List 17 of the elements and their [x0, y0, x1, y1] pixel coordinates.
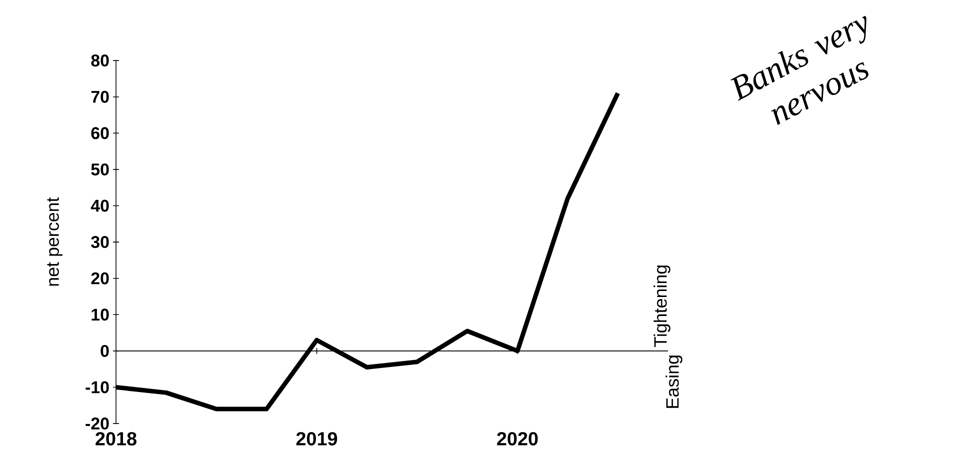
y-tick-label: 10 [92, 308, 109, 321]
annotation: Tightening [654, 266, 670, 348]
y-axis-title: net percent [47, 198, 62, 286]
y-tick-label: 60 [91, 127, 109, 140]
y-tick-label: 50 [91, 164, 109, 176]
y-tick-label: 20 [91, 272, 109, 285]
x-tick-label: 2018 [96, 432, 136, 446]
y-tick-label: 0 [100, 345, 109, 358]
y-tick-label: 70 [91, 91, 109, 104]
y-tick-label: 80 [91, 54, 109, 67]
y-tick-label: -20 [86, 418, 109, 430]
y-tick-label: 30 [91, 236, 109, 248]
annotation: Easing [666, 356, 682, 408]
y-tick-label: -10 [86, 381, 109, 394]
x-tick-label: 2019 [296, 432, 338, 446]
x-tick-label: 2020 [497, 432, 538, 446]
y-tick-label: 40 [90, 200, 109, 212]
